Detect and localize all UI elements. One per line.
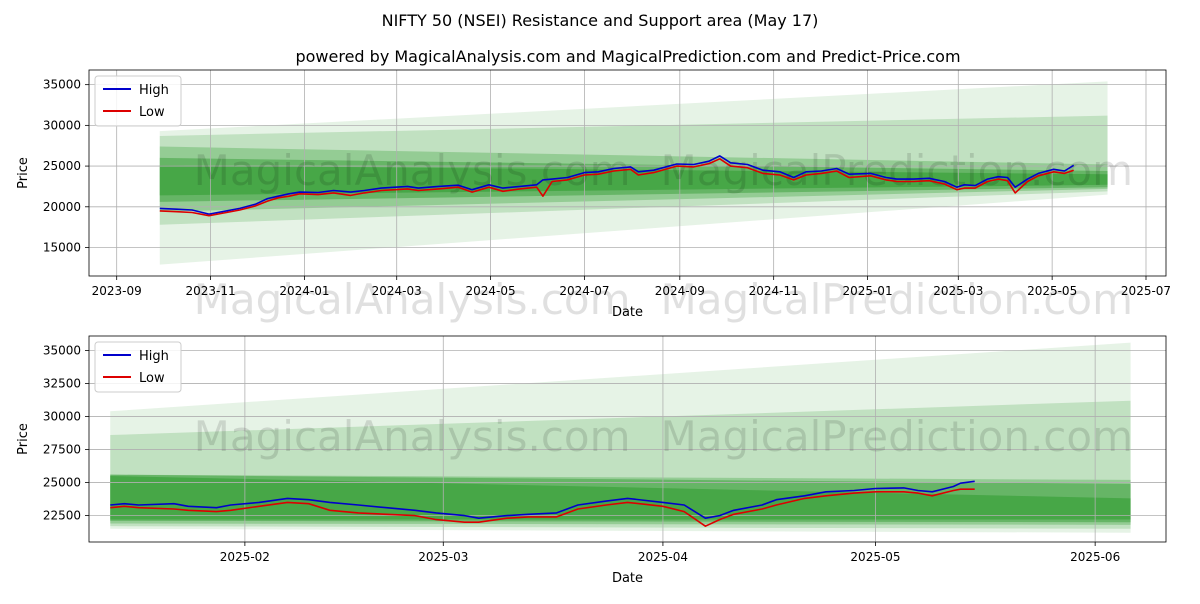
legend-label-high: High	[139, 83, 169, 98]
y-tick-label: 27500	[43, 443, 81, 457]
x-tick-label: 2023-09	[92, 284, 142, 298]
grid-lines	[89, 70, 1166, 276]
y-tick-label: 30000	[43, 118, 81, 132]
x-tick-label: 2025-03	[933, 284, 983, 298]
x-tick-label: 2024-09	[655, 284, 705, 298]
watermark-text: MagicalPrediction.com	[661, 412, 1134, 461]
tick-labels: 2025-02 2025-03 2025-04 2025-05 2025-06 22500…	[43, 344, 1120, 564]
plot-frame	[88, 335, 1167, 543]
chart-title: NIFTY 50 (NSEI) Resistance and Support a…	[382, 11, 819, 30]
y-axis-label: Price	[16, 423, 31, 455]
y-tick-label: 25000	[43, 476, 81, 490]
x-tick-label: 2024-11	[749, 284, 799, 298]
series-line-high	[159, 155, 1075, 215]
x-tick-label: 2025-04	[638, 550, 688, 564]
watermark-text: MagicalAnalysis.com	[194, 412, 631, 461]
x-tick-label: 2025-06	[1070, 550, 1120, 564]
y-tick-label: 30000	[43, 410, 81, 424]
x-tick-label: 2023-11	[185, 284, 235, 298]
legend-label-high: High	[139, 349, 169, 364]
plot-frame	[88, 69, 1167, 277]
tick-labels: 2023-09 2023-11 2024-01 2024-03 2024-05 2024-…	[43, 78, 1171, 298]
x-axis-label: Date	[612, 305, 643, 320]
x-tick-label: 2025-05	[850, 550, 900, 564]
watermarks: MagicalAnalysis.com MagicalPrediction.com…	[194, 146, 1133, 324]
y-tick-label: 35000	[43, 78, 81, 92]
series-line-high	[110, 480, 975, 519]
legend: High Low	[94, 75, 182, 127]
y-tick-label: 32500	[43, 377, 81, 391]
legend-label-low: Low	[139, 105, 165, 120]
x-tick-label: 2024-01	[279, 284, 329, 298]
legend-label-low: Low	[139, 371, 165, 386]
legend: High Low	[94, 341, 182, 393]
x-axis-label: Date	[612, 571, 643, 586]
series-line-low	[159, 158, 1074, 217]
x-tick-label: 2025-03	[418, 550, 468, 564]
x-tick-label: 2025-07	[1121, 284, 1171, 298]
chart-subtitle: powered by MagicalAnalysis.com and Magic…	[295, 47, 960, 66]
x-tick-label: 2025-02	[220, 550, 270, 564]
y-axis-label: Price	[16, 157, 31, 189]
series-lines	[110, 480, 975, 527]
y-tick-label: 25000	[43, 159, 81, 173]
top-chart: 2023-09 2023-11 2024-01 2024-03 2024-05 2024-…	[16, 69, 1171, 324]
y-tick-label: 22500	[43, 509, 81, 523]
x-tick-label: 2024-05	[465, 284, 515, 298]
x-tick-label: 2025-01	[842, 284, 892, 298]
series-lines	[159, 155, 1075, 217]
y-tick-label: 20000	[43, 200, 81, 214]
grid-lines	[89, 336, 1166, 542]
y-tick-label: 35000	[43, 344, 81, 358]
x-tick-label: 2024-07	[559, 284, 609, 298]
watermark-text: MagicalPrediction.com	[661, 275, 1134, 324]
y-tick-label: 15000	[43, 241, 81, 255]
x-tick-label: 2025-05	[1027, 284, 1077, 298]
bottom-chart: 2025-02 2025-03 2025-04 2025-05 2025-06 22500…	[16, 335, 1167, 586]
watermarks: MagicalAnalysis.com MagicalPrediction.com	[194, 412, 1133, 461]
x-tick-label: 2024-03	[372, 284, 422, 298]
watermark-text: MagicalAnalysis.com	[194, 275, 631, 324]
series-line-low	[110, 488, 975, 527]
watermark-text: MagicalPrediction.com	[661, 146, 1134, 195]
